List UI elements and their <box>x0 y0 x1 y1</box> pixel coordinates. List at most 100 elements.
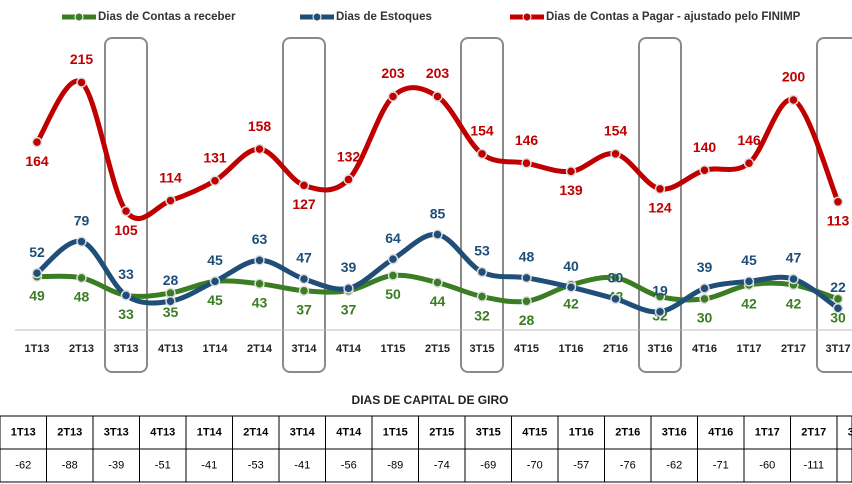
data-label: 19 <box>652 282 668 298</box>
data-label: 139 <box>559 182 583 198</box>
highlight-box <box>460 37 504 373</box>
x-tick-label: 1T16 <box>558 343 583 355</box>
point <box>743 276 755 287</box>
table-header-cell: 4T16 <box>708 426 733 438</box>
data-label: 146 <box>737 132 761 148</box>
data-label: 132 <box>337 148 361 164</box>
data-label: 37 <box>341 301 357 317</box>
table-header-cell: 2T16 <box>615 426 640 438</box>
point <box>743 157 755 169</box>
point <box>76 77 87 88</box>
point <box>387 270 399 281</box>
data-label: 113 <box>827 212 850 228</box>
data-label: 33 <box>118 266 134 282</box>
data-label: 40 <box>563 258 579 274</box>
data-label: 215 <box>70 51 94 67</box>
point <box>476 148 488 160</box>
data-label: 131 <box>203 149 227 165</box>
point <box>565 281 577 293</box>
x-tick-label: 4T15 <box>514 343 539 355</box>
point <box>298 273 310 285</box>
table-header-cell: 1T13 <box>11 426 36 438</box>
data-label: 52 <box>29 244 45 260</box>
data-label: 45 <box>207 292 223 308</box>
data-label: 45 <box>207 252 223 268</box>
point <box>120 205 132 217</box>
table-title: DIAS DE CAPITAL DE GIRO <box>352 393 509 407</box>
point <box>521 157 532 169</box>
table-cell: -69 <box>480 459 496 471</box>
table-cell: -70 <box>527 459 543 471</box>
point <box>298 285 310 296</box>
x-tick-label: 4T14 <box>336 343 362 355</box>
x-tick-label: 1T14 <box>202 343 228 355</box>
data-label: 45 <box>741 252 757 268</box>
table-cell: -57 <box>573 459 589 471</box>
x-tick-label: 4T13 <box>158 343 183 355</box>
point <box>699 164 710 176</box>
data-label: 42 <box>741 296 757 312</box>
data-label: 48 <box>519 249 535 265</box>
table-cell: -88 <box>62 459 78 471</box>
data-label: 85 <box>430 205 446 221</box>
data-label: 43 <box>252 294 268 310</box>
x-tick-label: 2T13 <box>69 343 94 355</box>
highlight-box <box>104 37 148 373</box>
table-header-cell: 3T13 <box>104 426 129 438</box>
legend-marker <box>522 12 532 22</box>
x-tick-label: 2T16 <box>603 343 628 355</box>
table-cell: -51 <box>155 459 171 471</box>
x-tick-label: 3T15 <box>469 343 494 355</box>
table-header-cell: 1T14 <box>197 426 223 438</box>
point <box>832 196 844 208</box>
legend-label: Dias de Contas a Pagar - ajustado pelo F… <box>546 11 801 23</box>
point <box>788 273 799 285</box>
table-header-cell: 3T17 <box>848 426 852 438</box>
table-cell: -62 <box>666 459 682 471</box>
point <box>31 267 43 279</box>
table-header-cell: 3T15 <box>476 426 501 438</box>
data-label: 39 <box>341 259 357 275</box>
point <box>476 291 488 302</box>
point <box>209 276 221 287</box>
data-label: 44 <box>430 293 446 309</box>
point <box>654 306 666 318</box>
table-cell: -89 <box>387 459 403 471</box>
x-tick-label: 3T17 <box>825 343 850 355</box>
table-header-cell: 2T14 <box>243 426 269 438</box>
highlight-box <box>282 37 326 373</box>
point <box>31 136 43 148</box>
table-header-cell: 2T13 <box>57 426 82 438</box>
data-label: 124 <box>648 200 672 216</box>
table-header-cell: 1T17 <box>755 426 780 438</box>
data-label: 164 <box>25 153 49 169</box>
point <box>76 236 87 247</box>
data-label: 105 <box>114 222 138 238</box>
data-label: 28 <box>519 312 535 328</box>
table-header-cell: 2T15 <box>429 426 454 438</box>
point <box>610 148 621 160</box>
point <box>610 293 621 305</box>
series-line <box>34 78 841 221</box>
x-tick-label: 3T16 <box>647 343 672 355</box>
point <box>610 272 621 284</box>
point <box>432 91 443 102</box>
table-header-cell: 3T14 <box>290 426 316 438</box>
data-label: 30 <box>608 270 624 286</box>
point <box>76 272 87 284</box>
table-cell: -39 <box>108 459 124 471</box>
data-label: 37 <box>296 301 312 317</box>
table-header-cell: 4T14 <box>336 426 362 438</box>
point <box>387 253 399 265</box>
point <box>254 278 265 289</box>
table-header-cell: 1T15 <box>383 426 408 438</box>
x-tick-label: 2T15 <box>425 343 450 355</box>
data-label: 50 <box>385 286 401 302</box>
data-label: 154 <box>604 123 628 139</box>
data-label: 32 <box>474 307 490 323</box>
x-tick-label: 1T17 <box>736 343 761 355</box>
point <box>165 295 176 307</box>
data-label: 49 <box>29 287 45 303</box>
table-cell: -56 <box>341 459 357 471</box>
